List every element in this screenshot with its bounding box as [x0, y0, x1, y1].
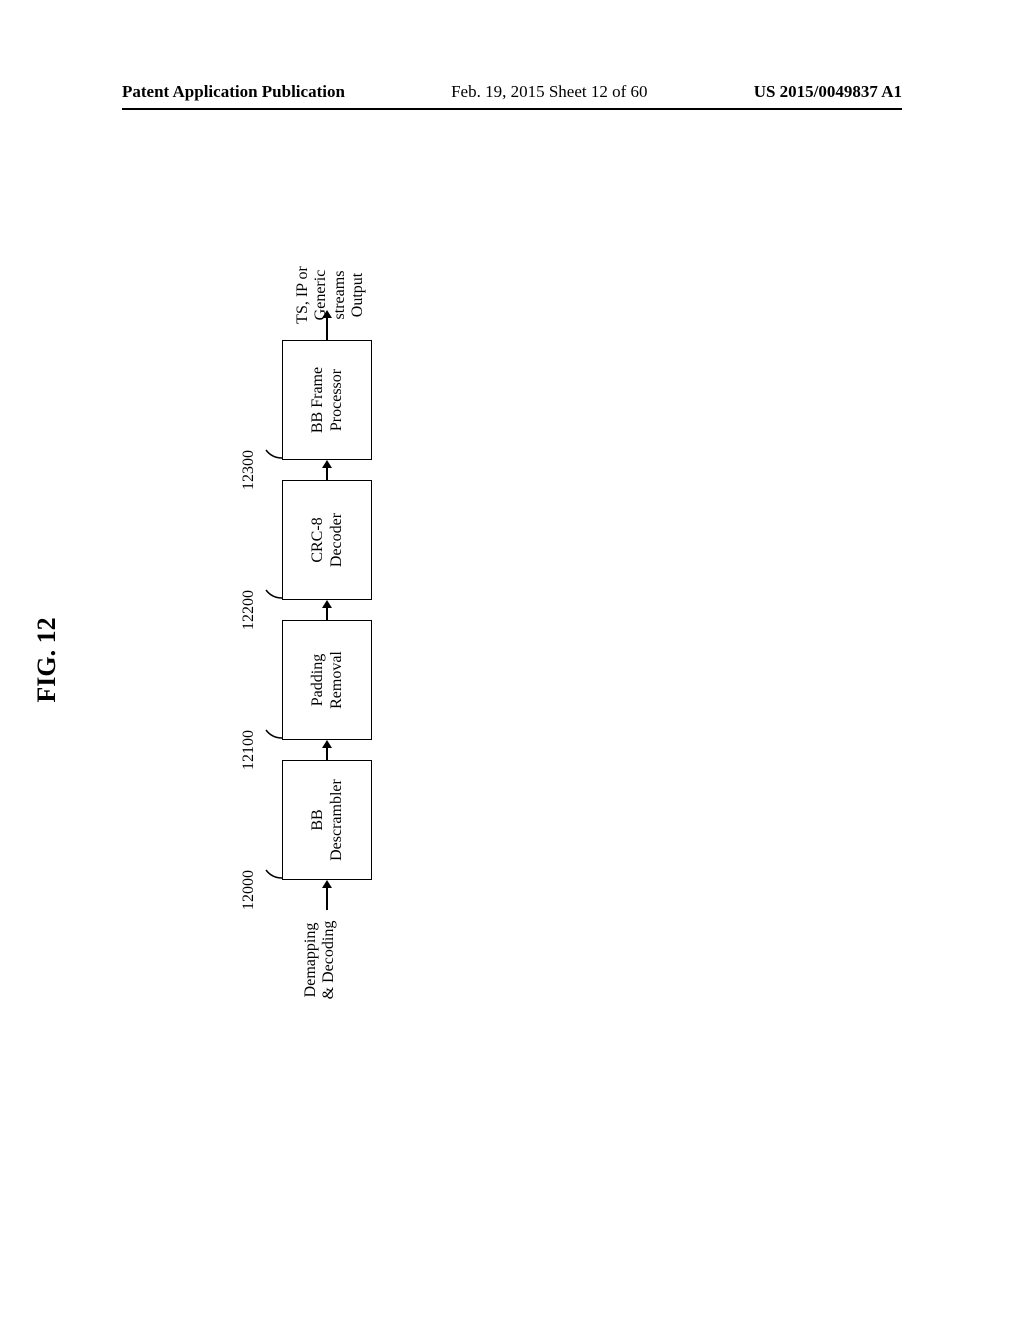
output-label-line2: Generic streams	[312, 250, 349, 340]
block-3-line2: Processor	[327, 369, 346, 431]
input-label: Demapping & Decoding	[302, 910, 339, 1010]
block-ref-0: 12000	[240, 870, 258, 910]
block-ref-3: 12300	[240, 450, 258, 490]
ref-leader-0	[264, 860, 284, 880]
header-center: Feb. 19, 2015 Sheet 12 of 60	[451, 82, 647, 102]
input-label-line2: & Decoding	[320, 910, 338, 1010]
ref-leader-2	[264, 580, 284, 600]
block-2-line2: Decoder	[327, 513, 346, 567]
block-1-line2: Removal	[327, 651, 346, 709]
arrow-1-2	[326, 600, 328, 620]
header-row: Patent Application Publication Feb. 19, …	[122, 82, 902, 102]
block-0-line1: BB	[308, 809, 327, 830]
output-label-line1: TS, IP or	[294, 250, 312, 340]
page: Patent Application Publication Feb. 19, …	[0, 0, 1024, 1320]
ref-leader-3	[264, 440, 284, 460]
page-header: Patent Application Publication Feb. 19, …	[0, 82, 1024, 102]
block-crc8-decoder: CRC-8 Decoder	[282, 480, 372, 600]
block-2-line1: CRC-8	[308, 517, 327, 562]
block-1-line1: Padding	[308, 654, 327, 706]
ref-leader-1	[264, 720, 284, 740]
block-bb-frame-processor: BB Frame Processor	[282, 340, 372, 460]
input-label-line1: Demapping	[302, 923, 319, 998]
block-ref-2: 12200	[240, 590, 258, 630]
arrow-0-1	[326, 740, 328, 760]
output-label: TS, IP or Generic streams Output	[294, 250, 368, 340]
figure-rotated: FIG. 12 Demapping & Decoding 12000 12100…	[32, 310, 992, 1010]
block-diagram: Demapping & Decoding 12000 12100 12200 1…	[152, 310, 472, 1010]
block-0-line2: Descrambler	[327, 779, 346, 861]
figure-container: FIG. 12 Demapping & Decoding 12000 12100…	[32, 310, 992, 1010]
figure-title: FIG. 12	[32, 310, 62, 1010]
block-3-line1: BB Frame	[308, 367, 327, 433]
header-left: Patent Application Publication	[122, 82, 345, 102]
output-label-line3: Output	[349, 250, 367, 340]
header-separator	[122, 108, 902, 110]
block-ref-1: 12100	[240, 730, 258, 770]
arrow-in	[326, 880, 328, 910]
header-right: US 2015/0049837 A1	[754, 82, 902, 102]
block-bb-descrambler: BB Descrambler	[282, 760, 372, 880]
arrow-2-3	[326, 460, 328, 480]
block-padding-removal: Padding Removal	[282, 620, 372, 740]
